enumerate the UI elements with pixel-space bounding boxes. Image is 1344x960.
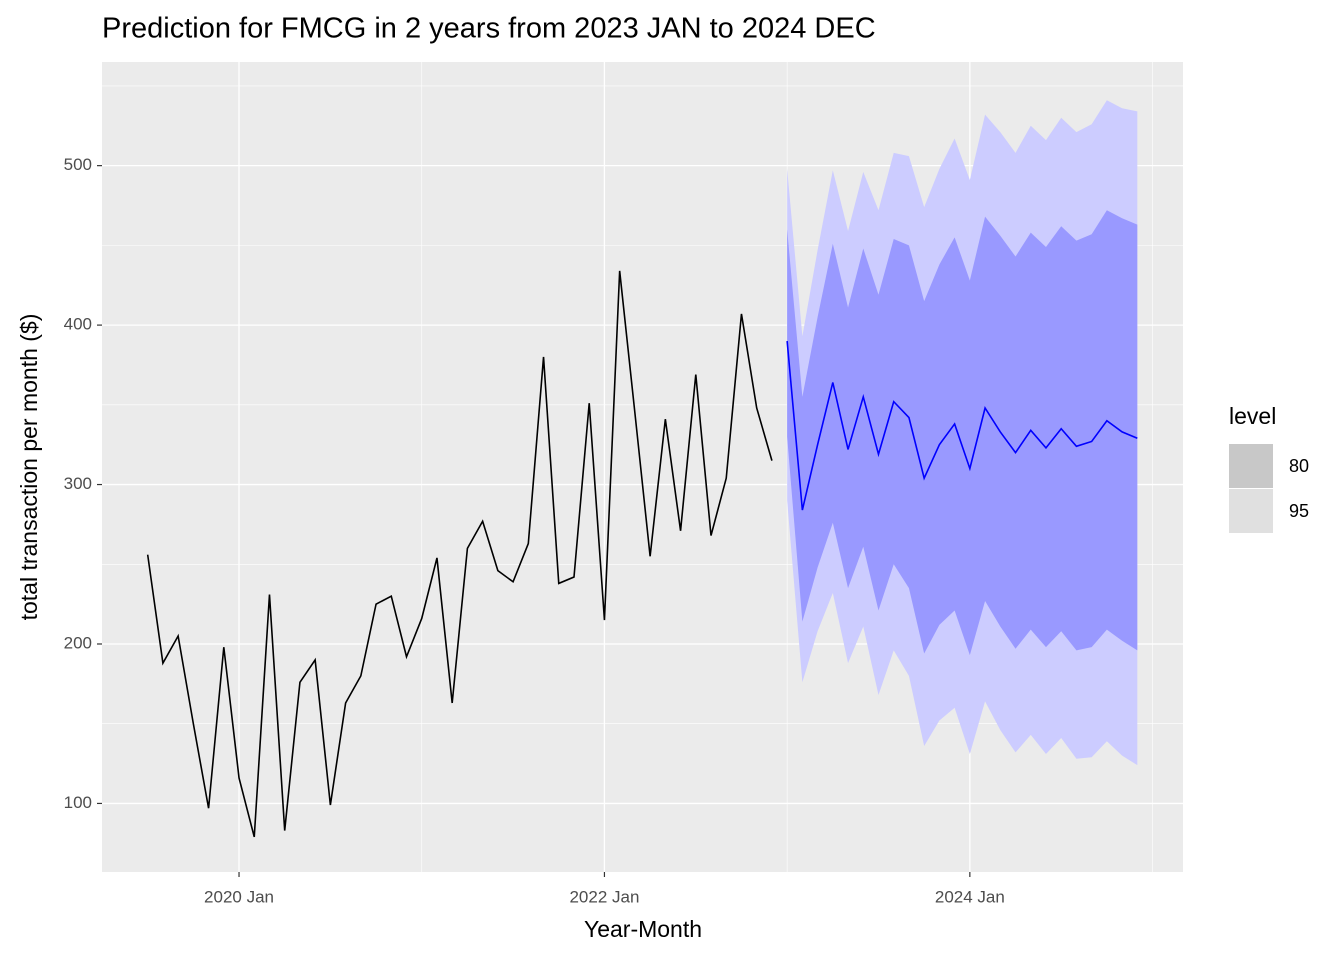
chart-title: Prediction for FMCG in 2 years from 2023… bbox=[102, 13, 876, 45]
y-tick-label: 100 bbox=[64, 793, 92, 812]
legend-title: level bbox=[1229, 403, 1276, 429]
y-tick-label: 400 bbox=[64, 315, 92, 334]
legend-label: 95 bbox=[1289, 501, 1309, 521]
y-tick-label: 200 bbox=[64, 633, 92, 652]
y-tick-label: 500 bbox=[64, 155, 92, 174]
forecast-line bbox=[786, 340, 1138, 511]
legend-label: 80 bbox=[1289, 456, 1309, 476]
marks bbox=[146, 100, 1138, 838]
y-tick-label: 300 bbox=[64, 474, 92, 493]
history-line bbox=[146, 270, 773, 838]
x-tick-label: 2020 Jan bbox=[204, 887, 274, 906]
legend-key bbox=[1229, 489, 1273, 533]
x-tick-label: 2022 Jan bbox=[569, 887, 639, 906]
x-tick-label: 2024 Jan bbox=[935, 887, 1005, 906]
legend-key bbox=[1229, 444, 1273, 488]
interval-band bbox=[787, 210, 1138, 656]
x-axis-title: Year-Month bbox=[584, 916, 702, 942]
y-axis-title: total transaction per month ($) bbox=[16, 314, 42, 621]
